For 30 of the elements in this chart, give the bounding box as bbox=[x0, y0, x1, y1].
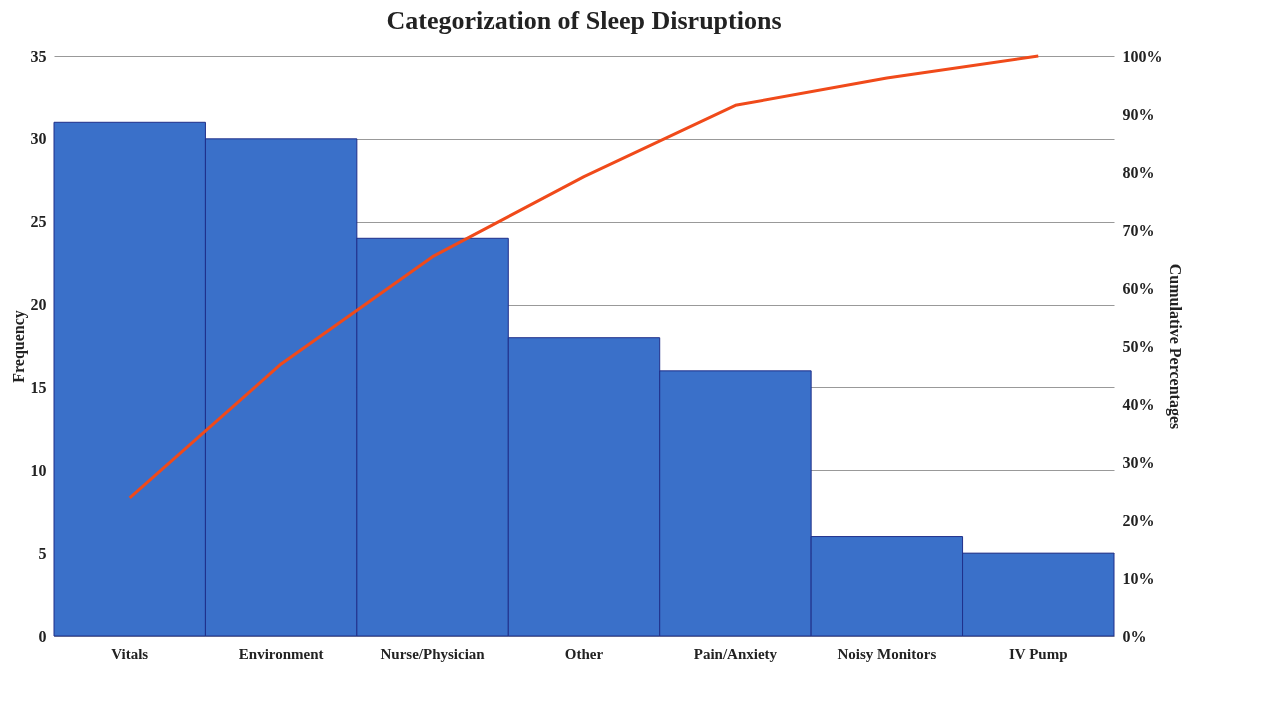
y2-tick-label: 10% bbox=[1122, 569, 1155, 587]
y2-tick-label: 50% bbox=[1122, 337, 1155, 355]
y2-tick-label: 20% bbox=[1122, 511, 1155, 529]
x-tick-label: Noisy Monitors bbox=[837, 645, 937, 662]
x-tick-label: Pain/Anxiety bbox=[693, 645, 778, 662]
y-tick-label: 20 bbox=[30, 296, 47, 314]
y-tick-label: 30 bbox=[30, 130, 47, 148]
y2-tick-label: 90% bbox=[1122, 105, 1155, 123]
y2-tick-label: 40% bbox=[1122, 395, 1155, 413]
y-tick-label: 25 bbox=[30, 213, 47, 231]
x-tick-label: Vitals bbox=[111, 645, 149, 662]
y-tick-label: 15 bbox=[30, 378, 47, 396]
y2-tick-label: 80% bbox=[1122, 163, 1155, 181]
y2-tick-label: 70% bbox=[1122, 221, 1155, 239]
line-series bbox=[128, 54, 1040, 500]
y2-tick-label: 0% bbox=[1122, 627, 1147, 645]
x-tick-label: Other bbox=[564, 645, 604, 662]
y-tick-label: 0 bbox=[38, 627, 47, 645]
y2-tick-label: 100% bbox=[1122, 47, 1163, 65]
y-axis-title: Frequency bbox=[9, 310, 28, 383]
x-tick-label: Environment bbox=[238, 645, 324, 662]
y-tick-label: 35 bbox=[30, 47, 47, 65]
y2-tick-label: 30% bbox=[1122, 453, 1155, 471]
y2-tick-label: 60% bbox=[1122, 279, 1155, 297]
y-tick-label: 10 bbox=[30, 461, 47, 479]
y-tick-label: 5 bbox=[38, 544, 47, 562]
y2-axis-title: Cumulative Percentages bbox=[1165, 263, 1184, 430]
x-tick-label: IV Pump bbox=[1009, 645, 1068, 662]
chart-title: Categorization of Sleep Disruptions bbox=[386, 6, 782, 35]
x-tick-label: Nurse/Physician bbox=[380, 645, 486, 662]
